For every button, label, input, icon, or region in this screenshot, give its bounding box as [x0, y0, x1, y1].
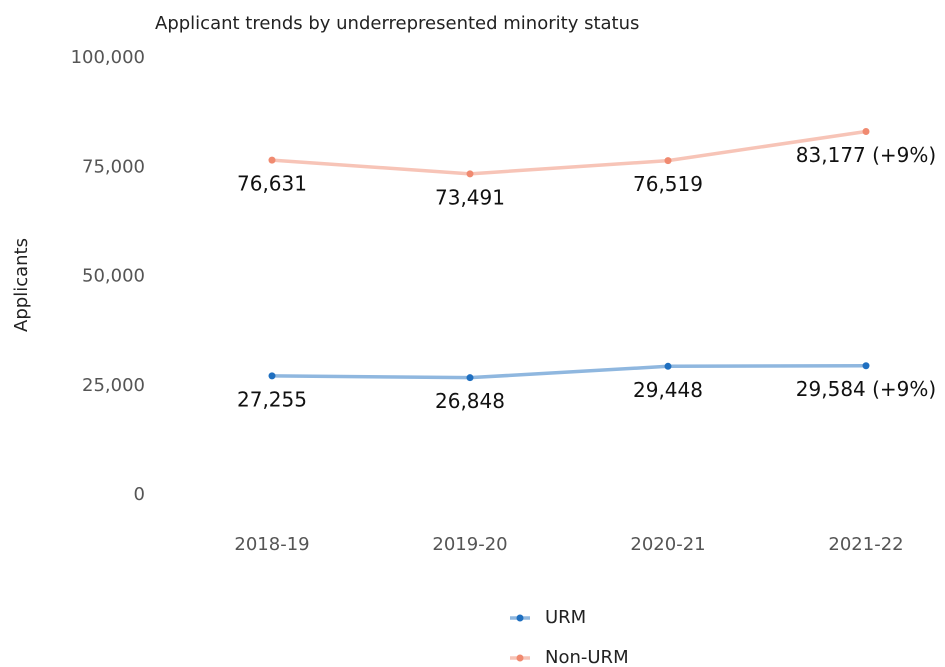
- data-label: 26,848: [435, 389, 505, 413]
- data-label: 76,631: [237, 172, 307, 196]
- data-point: [268, 372, 276, 380]
- data-label: 29,584 (+9%): [796, 377, 936, 401]
- data-point: [466, 374, 474, 382]
- legend-swatch-point: [516, 614, 524, 622]
- chart-title: Applicant trends by underrepresented min…: [155, 13, 639, 34]
- y-tick-label: 75,000: [82, 156, 145, 177]
- data-point: [268, 156, 276, 164]
- legend-swatch-point: [516, 654, 524, 662]
- x-tick-label: 2021-22: [828, 534, 903, 555]
- data-point: [664, 362, 672, 370]
- data-label: 29,448: [633, 378, 703, 402]
- x-tick-label: 2018-19: [234, 534, 309, 555]
- data-label: 73,491: [435, 185, 505, 209]
- y-axis-label: Applicants: [11, 238, 32, 332]
- data-point: [466, 170, 474, 178]
- data-label: 27,255: [237, 387, 307, 411]
- series-line: [271, 363, 867, 380]
- y-tick-label: 25,000: [82, 375, 145, 396]
- data-point: [862, 362, 870, 370]
- y-tick-label: 50,000: [82, 266, 145, 287]
- data-point: [862, 128, 870, 136]
- y-tick-label: 0: [134, 484, 145, 505]
- data-label: 76,519: [633, 172, 703, 196]
- y-tick-label: 100,000: [71, 47, 145, 68]
- legend-label: Non-URM: [545, 647, 629, 667]
- x-tick-label: 2020-21: [630, 534, 705, 555]
- series-line: [271, 129, 867, 176]
- legend-label: URM: [545, 607, 586, 628]
- x-tick-label: 2019-20: [432, 534, 507, 555]
- data-point: [664, 157, 672, 165]
- data-label: 83,177 (+9%): [796, 143, 936, 167]
